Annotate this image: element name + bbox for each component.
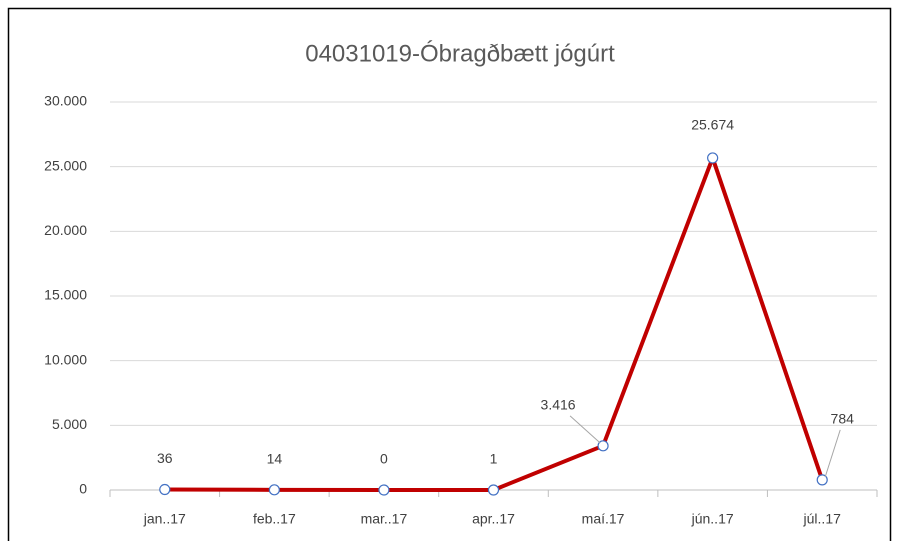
y-tick-label: 30.000 [44, 93, 87, 109]
marker [487, 484, 500, 496]
y-tick-label: 20.000 [44, 222, 87, 238]
x-tick-label: maí.17 [582, 511, 625, 527]
x-tick-label: feb..17 [253, 511, 296, 527]
marker [597, 440, 609, 452]
y-tick-label: 5.000 [52, 416, 87, 432]
data-label: 36 [157, 450, 173, 466]
x-tick-label: jan..17 [143, 511, 186, 527]
data-label: 25.674 [691, 117, 734, 133]
y-tick-label: 25.000 [44, 157, 87, 173]
data-label: 14 [267, 451, 283, 467]
y-tick-label: 0 [79, 481, 87, 497]
x-tick-label: júl..17 [803, 511, 842, 527]
data-label: 1 [490, 451, 498, 467]
y-tick-label: 15.000 [44, 287, 87, 303]
x-tick-label: jún..17 [691, 511, 734, 527]
y-tick-label: 10.000 [44, 351, 87, 367]
marker [378, 484, 390, 496]
chart-border [7, 7, 892, 541]
marker [268, 484, 280, 496]
leader-line [569, 415, 601, 444]
marker [159, 483, 171, 496]
x-tick-label: mar..17 [361, 511, 408, 527]
data-label: 0 [380, 451, 388, 467]
data-label: 784 [831, 411, 855, 427]
marker [707, 152, 719, 164]
chart-title: 04031019-Óbragðbætt jógúrt [305, 40, 615, 67]
leader-line [824, 429, 841, 478]
data-label: 3.416 [541, 397, 576, 413]
x-tick-label: apr..17 [472, 511, 515, 527]
marker [816, 474, 828, 486]
